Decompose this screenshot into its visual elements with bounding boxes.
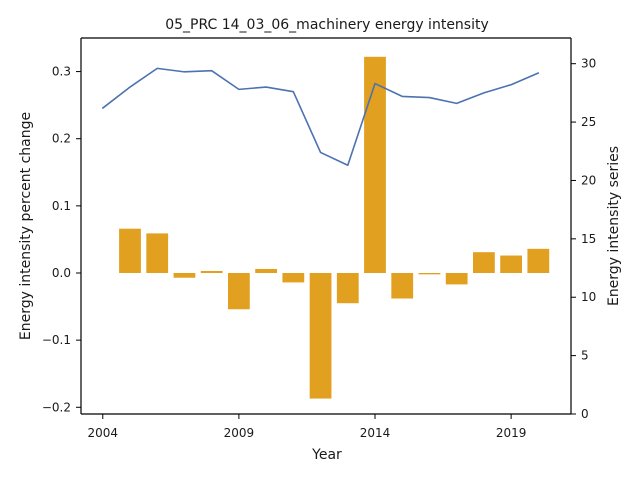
bar-2019 (500, 255, 522, 273)
bar-2017 (445, 273, 468, 285)
bar-2013 (336, 273, 359, 304)
y-right-tick-label: 25 (581, 115, 596, 129)
bar-2005 (119, 228, 141, 273)
y-right-tick-label: 10 (581, 290, 596, 304)
bar-2011 (282, 273, 305, 283)
chart-title: 05_PRC 14_03_06_machinery energy intensi… (165, 17, 489, 33)
bar-2006 (146, 233, 169, 273)
line-layer (101, 67, 540, 167)
y-left-axis-label: Energy intensity percent change (18, 112, 34, 340)
bar-2009 (228, 273, 250, 310)
y-right-axis-label: Energy intensity series (606, 146, 622, 306)
x-tick-label: 2019 (496, 426, 527, 440)
series-line (101, 67, 540, 167)
bar-2008 (200, 270, 223, 273)
bar-2010 (255, 268, 277, 273)
bar-2015 (391, 273, 414, 299)
bar-2018 (473, 252, 495, 273)
x-tick-label: 2009 (224, 426, 255, 440)
bars-layer (119, 56, 550, 399)
y-left-tick-label: 0.3 (52, 65, 71, 79)
y-left-tick-label: −0.1 (42, 333, 71, 347)
y-left-tick-label: 0.1 (52, 199, 71, 213)
bar-2016 (418, 273, 441, 275)
y-right-tick-label: 30 (581, 57, 596, 71)
x-tick-label: 2014 (360, 426, 391, 440)
y-left-tick-label: 0.0 (52, 266, 71, 280)
x-axis-label: Year (311, 447, 342, 463)
bar-2007 (173, 273, 196, 278)
y-right-tick-label: 15 (581, 232, 596, 246)
x-tick-label: 2004 (88, 426, 119, 440)
bar-2014 (364, 56, 386, 273)
y-right-tick-label: 0 (581, 407, 589, 421)
bar-2020 (527, 248, 550, 273)
y-right-tick-label: 5 (581, 349, 589, 363)
axes-layer: 2004 2009 2014 2019 −0.2 −0.1 0.0 0.1 0.2 0.3 0 5 10… (42, 37, 596, 440)
bar-2012 (309, 273, 332, 399)
y-right-tick-label: 20 (581, 173, 596, 187)
y-left-tick-label: −0.2 (42, 400, 71, 414)
y-left-tick-label: 0.2 (52, 132, 71, 146)
